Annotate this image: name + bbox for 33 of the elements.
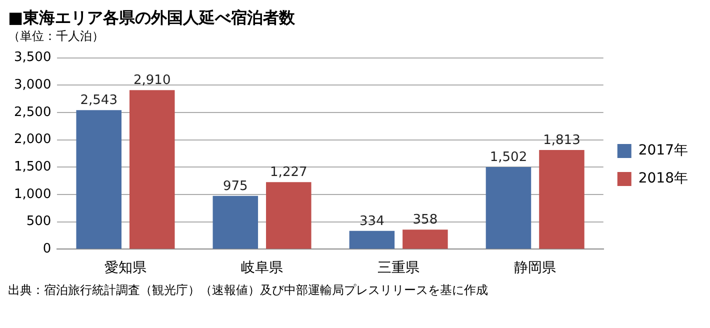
- x-tick-label: 愛知県: [104, 260, 146, 276]
- x-tick-label: 岐阜県: [241, 260, 284, 276]
- y-tick-label: 1,500: [14, 160, 52, 175]
- x-tick-label: 三重県: [378, 260, 420, 276]
- bar: [402, 230, 448, 249]
- data-label: 2,543: [80, 93, 118, 108]
- x-tick-label: 静岡県: [514, 260, 556, 276]
- data-label: 1,813: [543, 132, 580, 148]
- data-label: 334: [360, 214, 384, 229]
- chart-title: ■東海エリア各県の外国人延べ宿泊者数: [8, 8, 296, 28]
- y-tick-label: 2,500: [14, 104, 52, 120]
- data-label: 1,227: [270, 164, 308, 180]
- source-note: 出典：宿泊旅行統計調査（観光庁）（速報値）及び中部運輸局プレスリリースを基に作成: [8, 282, 489, 298]
- y-tick-label: 2,000: [14, 132, 52, 148]
- data-label: 2,910: [134, 72, 171, 88]
- bar: [539, 150, 584, 249]
- y-tick-label: 3,000: [14, 78, 52, 93]
- bar: [212, 196, 258, 249]
- legend-label: 2017年: [638, 142, 688, 159]
- bar: [76, 110, 122, 249]
- data-label: 1,502: [490, 150, 528, 165]
- y-tick-label: 3,500: [14, 50, 52, 66]
- bar: [129, 90, 175, 249]
- y-tick-label: 500: [26, 214, 52, 230]
- bar: [486, 167, 532, 249]
- data-label: 358: [412, 212, 438, 228]
- bar: [266, 182, 312, 249]
- y-tick-label: 1,000: [14, 186, 52, 202]
- chart-subtitle: （単位：千人泊）: [8, 28, 105, 44]
- y-tick-label: 0: [42, 242, 52, 257]
- bar: [349, 230, 395, 249]
- legend-label: 2018年: [638, 170, 688, 187]
- data-label: 975: [222, 178, 248, 194]
